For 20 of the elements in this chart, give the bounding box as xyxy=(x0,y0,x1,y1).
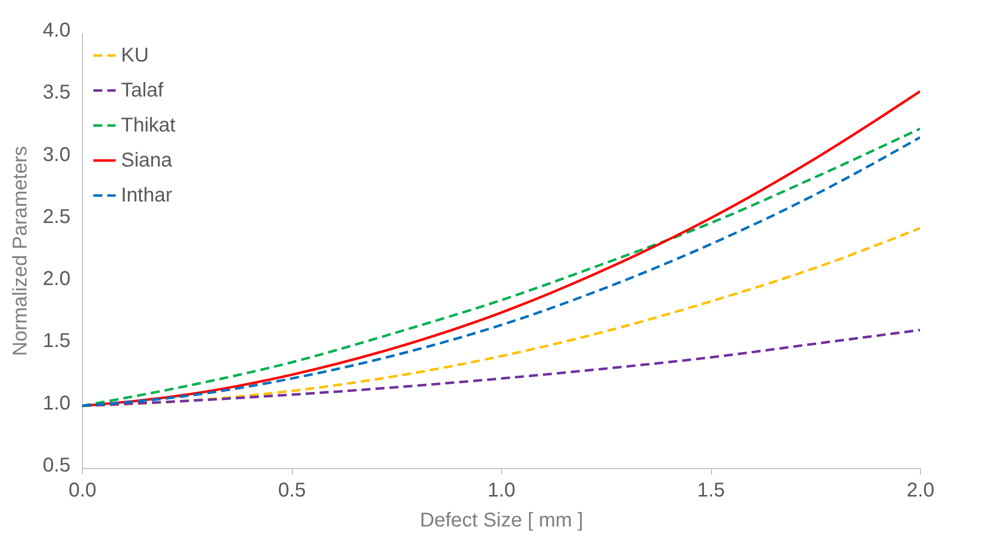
y-tick-label: 1.5 xyxy=(42,330,70,352)
y-tick-label: 1.0 xyxy=(42,392,70,414)
y-tick-label: 3.0 xyxy=(42,144,70,166)
y-tick-label: 2.0 xyxy=(42,268,70,290)
x-axis-title: Defect Size [ mm ] xyxy=(420,510,584,532)
x-tick-label: 1.0 xyxy=(488,480,516,502)
y-tick-label: 2.5 xyxy=(42,206,70,228)
y-tick-label: 3.5 xyxy=(42,82,70,104)
x-tick-label: 0.5 xyxy=(278,480,306,502)
x-tick-label: 1.5 xyxy=(697,480,725,502)
legend-label: KU xyxy=(121,44,149,66)
legend-label: Thikat xyxy=(121,114,176,136)
x-tick-label: 2.0 xyxy=(906,480,934,502)
y-tick-label: 4.0 xyxy=(42,20,70,42)
y-tick-label: 0.5 xyxy=(42,454,70,476)
legend-label: Inthar xyxy=(121,184,172,206)
legend-label: Siana xyxy=(121,150,174,172)
x-tick-label: 0.0 xyxy=(68,480,96,502)
legend-label: Talaf xyxy=(121,80,164,102)
y-axis-title: Normalized Parameters xyxy=(10,146,32,356)
